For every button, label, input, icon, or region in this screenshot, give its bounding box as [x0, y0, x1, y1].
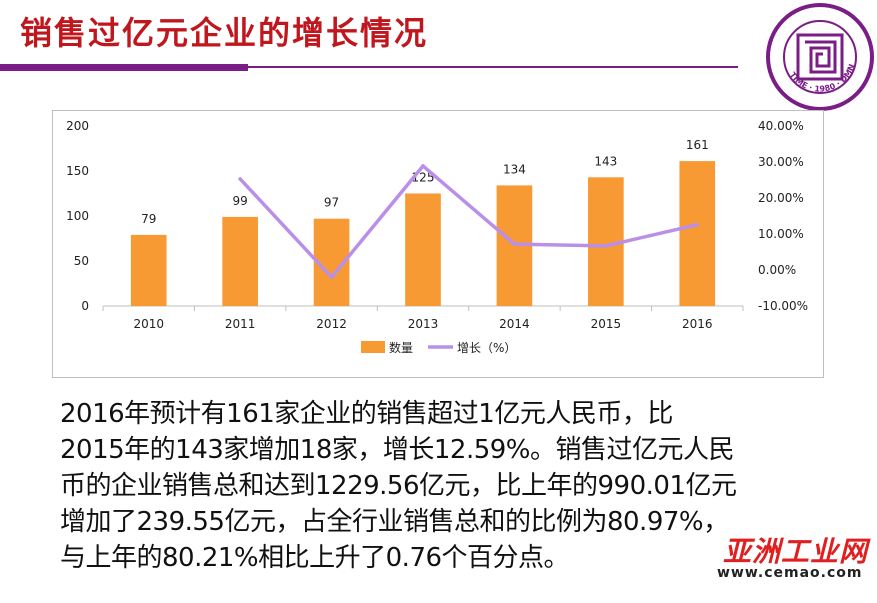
left-axis-tick-label: 150 — [66, 164, 89, 178]
title-accent-bar — [0, 64, 248, 71]
bar-data-label: 99 — [233, 194, 248, 208]
bar — [130, 234, 167, 306]
growth-point — [238, 177, 242, 181]
left-axis-tick-label: 100 — [66, 209, 89, 223]
growth-point — [604, 244, 608, 248]
watermark: 亚洲工业网 www.cemao.com — [705, 530, 875, 590]
bar — [405, 193, 441, 306]
watermark-text: 亚洲工业网 — [723, 535, 869, 568]
bar-data-label: 79 — [141, 212, 156, 226]
right-axis-tick-label: 30.00% — [758, 155, 804, 169]
bar — [679, 161, 716, 306]
bar-data-label: 134 — [503, 162, 526, 176]
slide-title: 销售过亿元企业的增长情况 — [20, 14, 429, 52]
growth-point — [329, 275, 334, 279]
legend-label: 增长（%） — [457, 341, 516, 355]
right-axis-tick-label: 0.00% — [758, 263, 796, 277]
chart-frame: 0 50 100 150 200 -10.00% 0.00% 10.00% 20.00% 30.0… — [52, 110, 824, 378]
university-logo: TIME · 1980 · DMN — [766, 3, 874, 111]
body-line: 2016年预计有161家企业的销售超过1亿元人民币，比 — [60, 399, 673, 429]
growth-point — [695, 222, 700, 227]
bar-data-label: 161 — [686, 138, 709, 152]
x-axis-tick-label: 2010 — [133, 317, 164, 331]
bar-data-label: 97 — [324, 196, 339, 210]
x-axis-tick-label: 2011 — [225, 317, 256, 331]
body-line: 2015年的143家增加18家，增长12.59%。销售过亿元人民 — [60, 435, 735, 465]
x-axis-tick-label: 2016 — [682, 317, 713, 331]
bar-data-label: 143 — [594, 154, 617, 168]
legend-swatch-bar — [361, 341, 385, 353]
x-axis-tick-label: 2015 — [591, 317, 622, 331]
right-axis-tick-label: -10.00% — [758, 299, 808, 313]
body-line: 币的企业销售总和达到1229.56亿元，比上年的990.01亿元 — [60, 471, 737, 501]
body-line: 与上年的80.21%相比上升了0.76个百分点。 — [60, 543, 570, 573]
growth-line — [238, 164, 698, 279]
combo-chart: 0 50 100 150 200 -10.00% 0.00% 10.00% 20.00% 30.0… — [66, 119, 808, 355]
x-axis-tick-label: 2014 — [499, 317, 530, 331]
growth-point — [421, 164, 425, 168]
title-underline — [248, 66, 738, 68]
watermark-url: www.cemao.com — [717, 565, 863, 581]
bar — [222, 216, 258, 306]
x-axis-tick-label: 2013 — [408, 317, 439, 331]
growth-point — [512, 242, 517, 246]
left-axis-tick-label: 50 — [74, 254, 89, 268]
right-axis-tick-label: 10.00% — [758, 227, 804, 241]
left-axis-tick-label: 0 — [81, 299, 89, 313]
body-line: 增加了239.55亿元，占全行业销售总和的比例为80.97%， — [60, 507, 729, 537]
legend-label: 数量 — [389, 340, 413, 355]
body-text: 2016年预计有161家企业的销售超过1亿元人民币，比 2015年的143家增加… — [60, 396, 840, 576]
x-axis-tick-label: 2012 — [316, 317, 347, 331]
right-axis-tick-label: 20.00% — [758, 191, 804, 205]
left-axis-tick-label: 200 — [66, 119, 89, 133]
right-axis-tick-label: 40.00% — [758, 119, 804, 133]
